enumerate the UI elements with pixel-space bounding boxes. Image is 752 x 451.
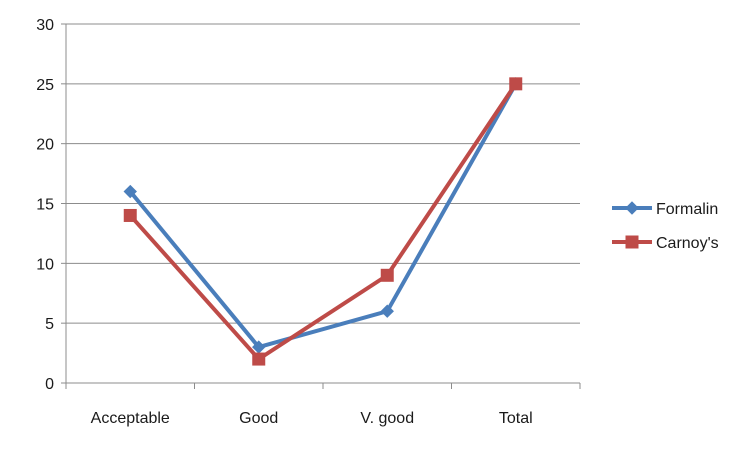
data-point (380, 304, 394, 318)
legend-item-0: Formalin (612, 201, 718, 218)
legend: Formalin Carnoy's (612, 201, 719, 252)
y-tick-label: 5 (45, 316, 54, 333)
legend-swatch-marker (625, 201, 639, 215)
legend-label: Carnoy's (656, 235, 719, 252)
x-tick-label: Good (239, 410, 278, 427)
axes: 0 5 10 15 20 25 30 Acceptable Good V. good Total (36, 17, 581, 427)
series-lines (123, 77, 523, 366)
data-point (380, 268, 394, 282)
legend-swatch-marker (625, 235, 639, 249)
legend-item-1: Carnoy's (612, 235, 719, 252)
y-tick-label: 15 (36, 197, 54, 214)
x-tick-label: Acceptable (91, 410, 170, 427)
series-line-1 (128, 81, 518, 362)
y-tick-label: 30 (36, 17, 54, 34)
data-point (509, 77, 523, 91)
series-line-0 (128, 81, 518, 350)
y-tick-label: 10 (36, 256, 54, 273)
data-point (123, 208, 137, 222)
x-tick-label: V. good (360, 410, 414, 427)
series-0 (123, 77, 523, 354)
x-tick-label: Total (499, 410, 533, 427)
gridlines (66, 23, 580, 324)
y-tick-label: 25 (36, 77, 54, 94)
y-tick-label: 0 (45, 376, 54, 393)
legend-label: Formalin (656, 201, 718, 218)
data-point (123, 184, 137, 199)
y-tick-label: 20 (36, 137, 54, 154)
series-1 (123, 77, 523, 366)
data-point (252, 352, 266, 366)
